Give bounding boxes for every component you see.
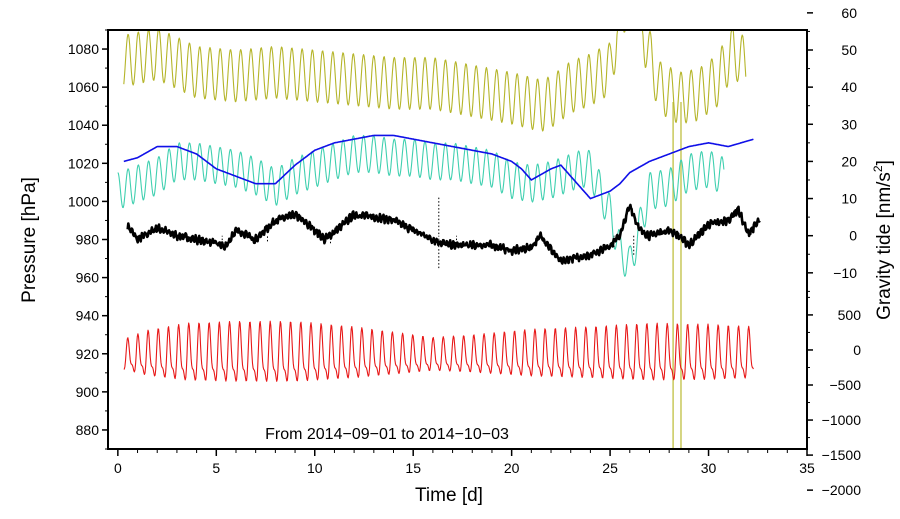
x-tick-label: 15 [405,460,421,476]
y-left-tick-label: 1080 [68,41,99,57]
y-right-upper-tick-label: −10 [833,265,857,281]
y-right-title-text: Gravity tide [nm/s [874,172,895,320]
y-right-lower-tick-label: −500 [829,377,861,393]
y-left-tick-label: 940 [76,308,100,324]
series-layer [117,29,761,449]
y-left-tick-label: 1020 [68,155,99,171]
y-right-upper-tick-label: 30 [841,116,857,132]
series-red-line [123,320,754,382]
y-left-tick-label: 900 [76,384,100,400]
x-tick-label: 30 [701,460,717,476]
x-tick-label: 0 [114,460,122,476]
y-right-upper-tick-label: 60 [841,5,857,21]
x-tick-label: 25 [602,460,618,476]
y-right-upper-tick-label: 50 [841,42,857,58]
y-left-tick-label: 1060 [68,79,99,95]
y-right-lower-tick-label: 500 [838,307,862,323]
x-axis-title: Time [d] [415,485,483,506]
y-right-lower-tick-label: −2000 [822,482,862,498]
y-right-axis-title: Gravity tide [nm/s2] [871,160,895,320]
y-right-lower-tick-label: −1000 [822,412,862,428]
y-left-tick-label: 960 [76,270,100,286]
y-right-upper-tick-label: 20 [841,153,857,169]
y-right-lower-tick-label: 0 [853,342,861,358]
series-black-line [126,203,761,265]
y-left-tick-label: 880 [76,422,100,438]
series-olive-line [123,29,747,132]
y-right-upper-tick-label: 40 [841,79,857,95]
y-left-axis-title: Pressure [hPa] [19,177,40,303]
y-right-title-superscript: 2 [871,165,885,172]
y-right-upper-tick-label: 0 [849,228,857,244]
series-turquoise-line [117,134,725,277]
y-right-title-close: ] [874,160,895,165]
y-right-upper-tick-label: 10 [841,191,857,207]
y-right-lower-tick-label: −1500 [822,447,862,463]
y-left-tick-label: 980 [76,232,100,248]
date-range-annotation: From 2014−09−01 to 2014−10−03 [265,426,509,443]
axis-layer: 0 5 10 15 20 25 30 3588090092094096098010001020… [68,5,861,498]
x-tick-label: 5 [212,460,220,476]
x-tick-label: 10 [307,460,323,476]
series-blue-line [123,134,754,200]
y-left-tick-label: 920 [76,346,100,362]
x-tick-label: 20 [504,460,520,476]
y-left-tick-label: 1000 [68,193,99,209]
y-left-tick-label: 1040 [68,117,99,133]
x-tick-label: 35 [799,460,815,476]
